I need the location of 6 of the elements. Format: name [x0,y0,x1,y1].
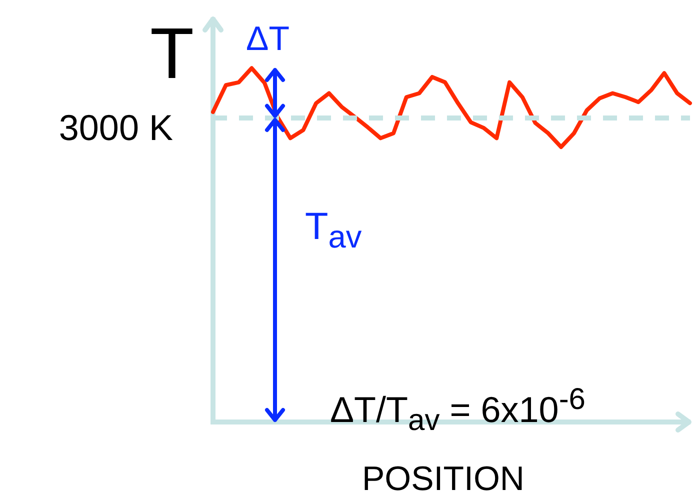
ref-line-label: 3000 K [58,106,173,148]
annotation: T$_{av}$ [305,206,362,255]
annotation: ΔT/T$_{av}$ = 6x10$^{-6}$ [330,383,586,438]
y-axis-title: T [150,14,194,94]
x-axis-title: POSITION [362,460,524,498]
text: ΔT [246,20,290,58]
